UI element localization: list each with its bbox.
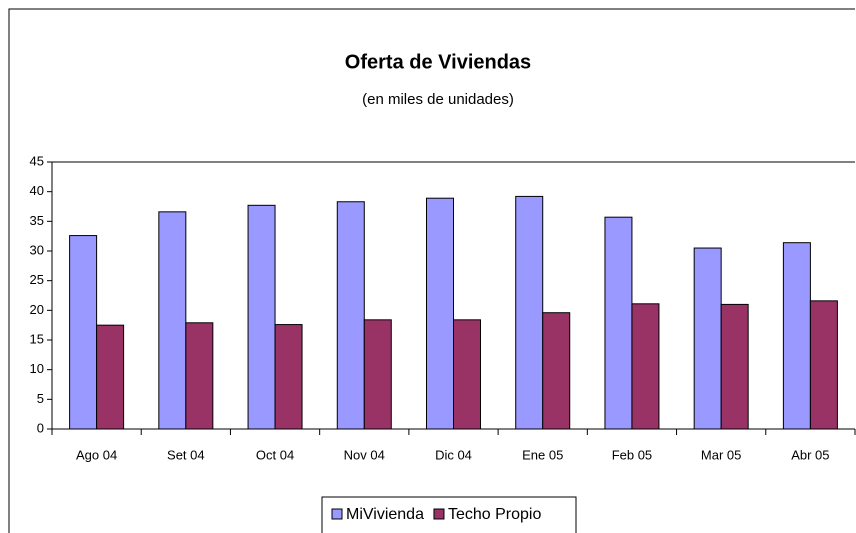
x-tick-label: Dic 04 (435, 447, 472, 462)
bar (185, 322, 214, 430)
y-tick-label: 15 (30, 331, 44, 346)
chart-frame (8, 8, 855, 533)
bar (631, 303, 660, 430)
bar (336, 201, 365, 430)
bar (69, 235, 98, 430)
y-tick-label: 25 (30, 272, 44, 287)
bar (693, 247, 722, 430)
bar (363, 319, 392, 430)
y-tick-label: 20 (30, 302, 44, 317)
y-tick-label: 0 (37, 420, 44, 435)
legend-box (321, 496, 577, 533)
y-tick-label: 35 (30, 213, 44, 228)
x-tick-label: Nov 04 (344, 447, 385, 462)
bar (809, 300, 838, 430)
bar (247, 204, 276, 430)
y-tick-label: 40 (30, 183, 44, 198)
bar (542, 312, 571, 430)
bar (604, 216, 633, 430)
chart-subtitle: (en miles de unidades) (362, 91, 514, 108)
x-tick-label: Ene 05 (522, 447, 563, 462)
bar (426, 197, 454, 430)
legend-label: Techo Propio (448, 506, 541, 523)
legend-swatch (433, 508, 445, 520)
x-tick-label: Feb 05 (612, 447, 652, 462)
y-tick-label: 5 (37, 391, 44, 406)
bar (96, 324, 125, 430)
bar (274, 324, 303, 430)
y-tick-label: 45 (30, 153, 44, 168)
bar (453, 319, 481, 430)
bar (515, 195, 544, 430)
y-tick-label: 10 (30, 361, 44, 376)
x-tick-label: Set 04 (167, 447, 205, 462)
y-tick-label: 30 (30, 242, 44, 257)
bar (720, 303, 749, 430)
x-tick-label: Abr 05 (791, 447, 829, 462)
legend-swatch (331, 508, 343, 520)
chart-title: Oferta de Viviendas (345, 51, 531, 73)
legend-label: MiVivienda (346, 506, 424, 523)
x-tick-label: Ago 04 (76, 447, 117, 462)
bar (158, 211, 187, 430)
bar (782, 242, 811, 430)
x-tick-label: Oct 04 (256, 447, 294, 462)
x-tick-label: Mar 05 (701, 447, 741, 462)
